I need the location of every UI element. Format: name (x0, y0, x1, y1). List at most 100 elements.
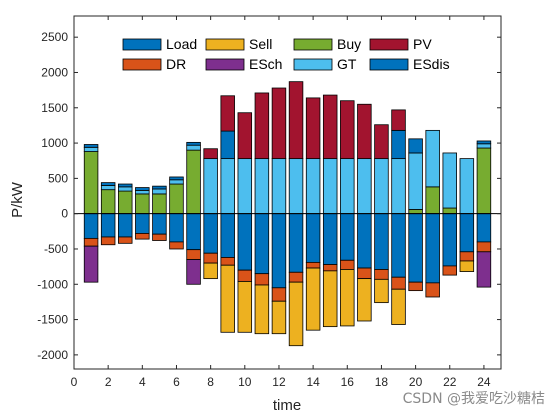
bar-gt (152, 188, 167, 195)
bar-gt (186, 144, 201, 151)
bar-pv (305, 97, 321, 160)
bar-sell (305, 267, 321, 331)
bar-dr (118, 236, 133, 244)
bar-dr (152, 233, 167, 241)
bar-dr (271, 287, 287, 302)
bar-dr (288, 271, 304, 283)
bar-dr (220, 257, 235, 266)
bar-sell (220, 264, 235, 333)
bar-load (340, 213, 355, 261)
bar-esdis (476, 140, 492, 145)
legend-swatch-pv (369, 38, 409, 51)
bar-gt (340, 158, 355, 215)
bar-buy (186, 149, 201, 215)
bar-gt (169, 179, 184, 185)
y-tick-label: 2000 (41, 65, 68, 79)
watermark: CSDN @我爱吃沙糖桔 (403, 391, 545, 407)
bar-esdis (152, 185, 167, 190)
x-axis-ticks: 0 2 4 6 8 10 12 14 16 18 20 22 24 (71, 16, 491, 389)
x-tick-label: 2 (105, 375, 112, 389)
bar-load (220, 213, 235, 258)
bar-esdis (391, 129, 406, 160)
bar-dr (357, 267, 372, 280)
bar-sell (374, 278, 389, 304)
legend-swatch-esch (205, 58, 245, 71)
bar-esdis (135, 187, 150, 191)
bar-esch (186, 259, 201, 285)
bar-pv (220, 95, 235, 132)
bar-gt (220, 158, 235, 215)
x-tick-label: 4 (139, 375, 146, 389)
bar-buy (100, 189, 116, 215)
y-axis-label: P/kW (9, 181, 26, 218)
legend-label-buy: Buy (337, 36, 361, 52)
bar-load (305, 213, 321, 263)
bar-buy (476, 147, 492, 215)
x-tick-label: 0 (71, 375, 78, 389)
bar-dr (254, 273, 270, 286)
bar-load (425, 213, 440, 284)
bar-dr (83, 237, 99, 247)
y-tick-label: -1500 (37, 313, 68, 327)
bar-load (237, 213, 253, 271)
bar-sell (254, 284, 270, 335)
bar-pv (237, 112, 253, 160)
bar-load (288, 213, 304, 273)
bar-esdis (220, 130, 235, 160)
y-tick-label: 2500 (41, 30, 68, 44)
bar-esdis (118, 183, 133, 188)
x-tick-label: 10 (238, 375, 252, 389)
legend-label-load: Load (166, 36, 197, 52)
bar-dr (203, 252, 218, 264)
x-axis-label: time (273, 397, 301, 414)
bar-buy (152, 193, 167, 215)
bar-gt (288, 158, 304, 215)
bar-load (83, 213, 99, 239)
legend: Load Sell Buy PV DR ESch GT ESdis (122, 36, 450, 72)
bar-sell (203, 262, 218, 280)
bar-load (100, 213, 116, 238)
bar-load (271, 213, 287, 289)
bar-esdis (100, 182, 116, 186)
x-tick-label: 24 (477, 375, 491, 389)
bar-pv (288, 81, 304, 160)
legend-label-gt: GT (337, 56, 357, 72)
bar-dr (100, 236, 116, 246)
plot-frame (73, 15, 502, 370)
bar-gt (391, 158, 406, 215)
bar-gt (476, 143, 492, 149)
legend-swatch-esdis (369, 58, 409, 71)
bar-esdis (83, 144, 99, 148)
bar-load (374, 213, 389, 270)
bar-buy (83, 151, 99, 215)
bar-pv (340, 100, 355, 160)
bar-esdis (169, 176, 184, 181)
legend-label-esdis: ESdis (413, 56, 450, 72)
legend-label-sell: Sell (249, 36, 272, 52)
bar-load (391, 213, 406, 278)
bar-gt (271, 158, 287, 215)
bar-gt (100, 185, 116, 191)
bar-buy (408, 209, 423, 215)
legend-swatch-sell (205, 38, 245, 51)
bar-load (169, 213, 184, 243)
bar-dr (169, 241, 184, 250)
x-tick-label: 14 (306, 375, 320, 389)
bar-dr (425, 282, 440, 298)
bar-gt (237, 158, 253, 215)
bar-dr (442, 265, 457, 276)
bar-load (459, 213, 475, 253)
bar-sell (391, 288, 406, 325)
x-tick-label: 22 (443, 375, 457, 389)
bar-buy (169, 183, 184, 215)
bar-pv (322, 94, 338, 160)
legend-swatch-gt (293, 58, 333, 71)
y-tick-label: 0 (61, 207, 68, 221)
legend-swatch-buy (293, 38, 333, 51)
bar-gt (357, 158, 372, 215)
y-tick-label: 1000 (41, 136, 68, 150)
bar-load (357, 213, 372, 269)
bar-load (118, 213, 133, 238)
bar-load (203, 213, 218, 254)
